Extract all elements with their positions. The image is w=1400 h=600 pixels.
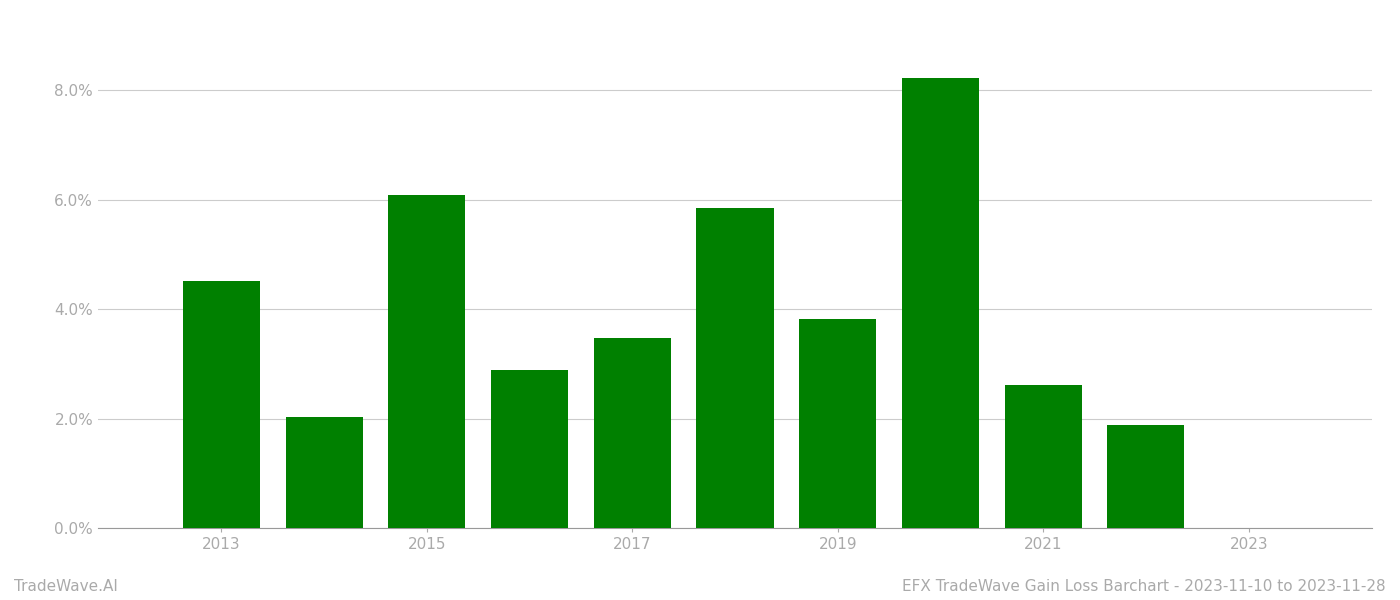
Bar xyxy=(1107,425,1184,528)
Bar xyxy=(696,208,774,528)
Bar xyxy=(388,195,465,528)
Bar xyxy=(799,319,876,528)
Bar xyxy=(902,78,979,528)
Text: TradeWave.AI: TradeWave.AI xyxy=(14,579,118,594)
Bar xyxy=(183,281,260,528)
Bar xyxy=(594,338,671,528)
Bar xyxy=(491,370,568,528)
Bar xyxy=(286,418,363,528)
Bar xyxy=(1005,385,1082,528)
Text: EFX TradeWave Gain Loss Barchart - 2023-11-10 to 2023-11-28: EFX TradeWave Gain Loss Barchart - 2023-… xyxy=(903,579,1386,594)
